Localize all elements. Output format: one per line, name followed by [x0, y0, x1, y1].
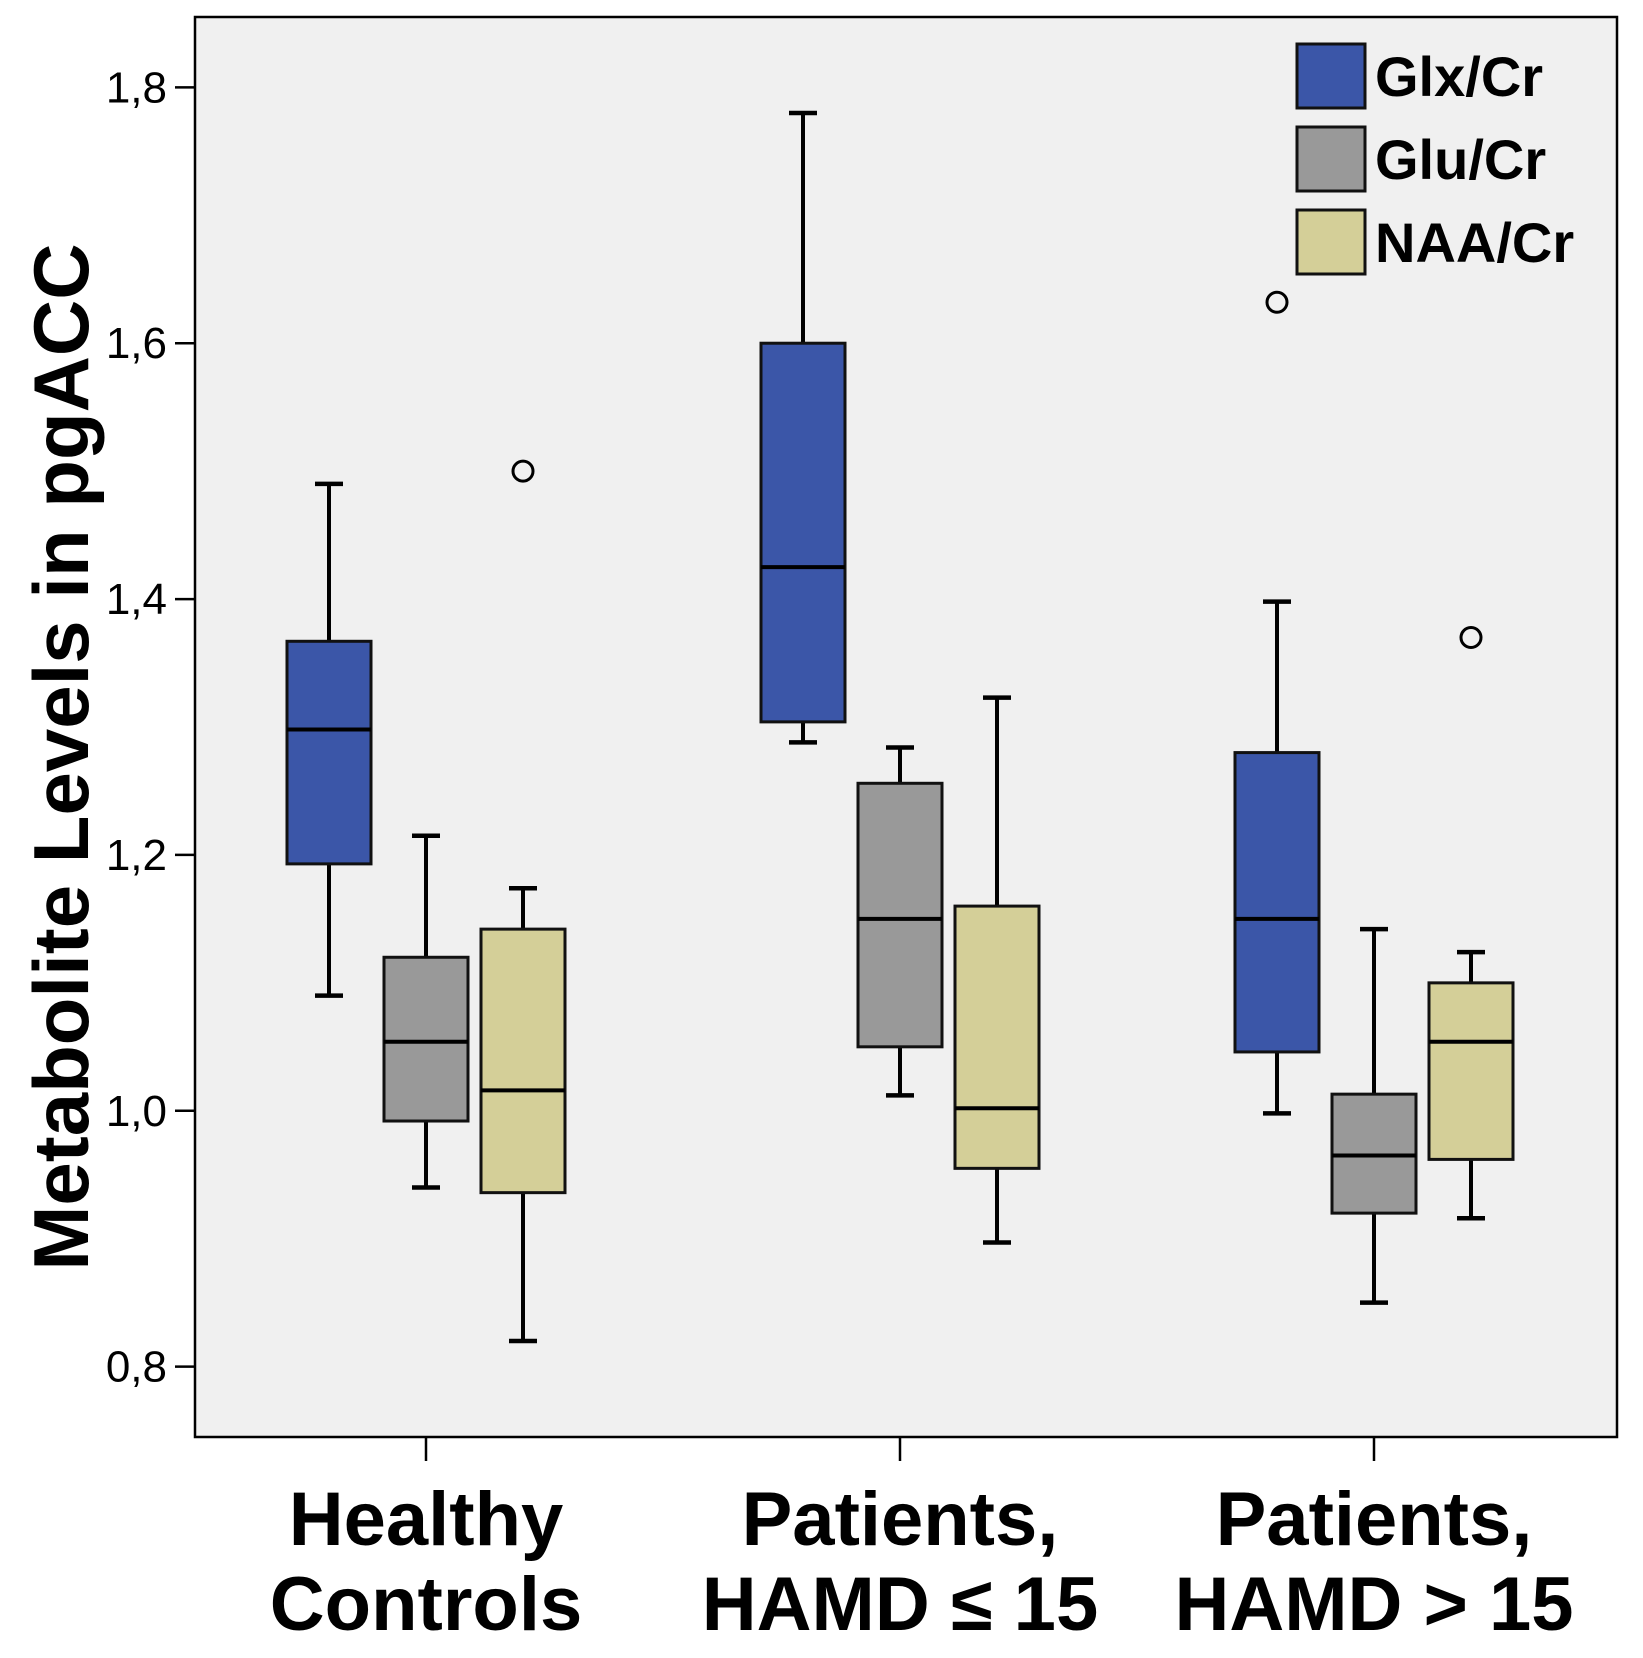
y-tick-label: 1,4	[106, 575, 167, 624]
y-tick-label: 1,8	[106, 63, 167, 112]
box-groups	[285, 110, 1515, 1344]
box-iqr	[1233, 751, 1321, 1054]
legend: Glx/Cr Glu/Cr NAA/Cr	[1295, 42, 1574, 276]
box-glu-cr	[382, 833, 470, 1190]
box-iqr	[479, 927, 567, 1195]
box-iqr	[1427, 981, 1515, 1161]
legend-swatch	[1295, 42, 1367, 110]
x-tick-label: Controls	[270, 1562, 582, 1647]
legend-label: Glu/Cr	[1375, 128, 1546, 191]
outlier-point	[1459, 625, 1483, 649]
x-tick-label: HAMD ≤ 15	[702, 1562, 1098, 1647]
box-naa-cr	[953, 695, 1041, 1245]
box-glu-cr	[1330, 926, 1418, 1305]
y-tick-label: 1,2	[106, 831, 167, 880]
box-iqr	[382, 955, 470, 1123]
box-iqr	[953, 904, 1041, 1170]
y-tick-label: 1,0	[106, 1087, 167, 1136]
legend-swatch	[1295, 125, 1367, 193]
y-tick-label: 1,6	[106, 319, 167, 368]
box-naa-cr	[1427, 625, 1515, 1221]
outlier-point	[511, 459, 535, 483]
box-glu-cr	[856, 745, 944, 1098]
legend-label: Glx/Cr	[1375, 45, 1543, 108]
box-iqr	[759, 341, 847, 724]
y-axis-title: Metabolite Levels in pgACC	[17, 243, 105, 1270]
x-tick-label: Patients,	[1216, 1477, 1533, 1562]
box-iqr	[285, 639, 373, 866]
x-tick-label: Patients,	[742, 1477, 1059, 1562]
x-tick-label: Healthy	[289, 1477, 564, 1562]
box-glx-cr	[759, 110, 847, 745]
box-glx-cr	[285, 481, 373, 998]
y-axis: 0,8 1,0 1,2 1,4 1,6 1,8	[106, 63, 195, 1392]
legend-swatch	[1295, 208, 1367, 276]
box-iqr	[856, 781, 944, 1049]
box-glx-cr	[1233, 290, 1321, 1116]
outlier-point	[1265, 290, 1289, 314]
y-tick-label: 0,8	[106, 1343, 167, 1392]
box-naa-cr	[479, 459, 567, 1344]
legend-label: NAA/Cr	[1375, 211, 1574, 274]
x-tick-label: HAMD > 15	[1174, 1562, 1573, 1647]
